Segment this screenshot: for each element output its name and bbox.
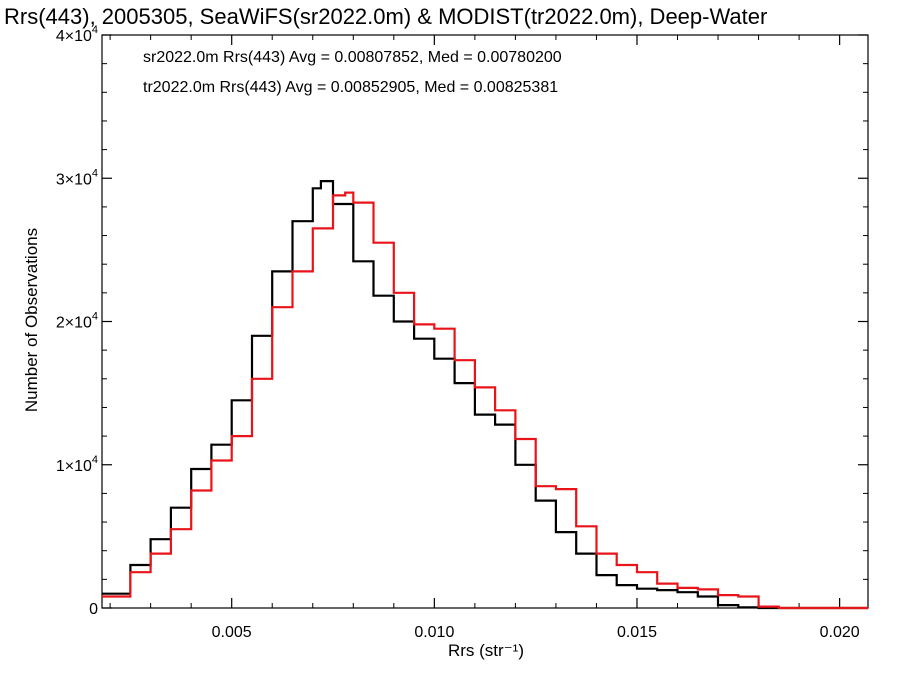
x-tick-label: 0.015 bbox=[617, 624, 657, 641]
x-tick-label: 0.020 bbox=[820, 624, 860, 641]
x-tick-label: 0.005 bbox=[212, 624, 252, 641]
y-tick-label: 3×104 bbox=[56, 167, 98, 188]
chart-title: Rrs(443), 2005305, SeaWiFS(sr2022.0m) & … bbox=[4, 4, 767, 29]
y-tick-label: 1×104 bbox=[56, 454, 98, 475]
x-tick-label: 0.010 bbox=[414, 624, 454, 641]
y-tick-label: 4×104 bbox=[56, 24, 98, 45]
y-tick-label: 2×104 bbox=[56, 311, 98, 332]
x-axis-label: Rrs (str⁻¹) bbox=[448, 641, 524, 660]
series-layer bbox=[102, 180, 868, 610]
plot-area-frame bbox=[101, 34, 869, 609]
series-line-tr2022-0m bbox=[102, 191, 868, 610]
legend-annotation-tr: tr2022.0m Rrs(443) Avg = 0.00852905, Med… bbox=[143, 79, 558, 96]
y-axis-label: Number of Observations bbox=[22, 228, 41, 412]
y-axis-ticks: 0 1×104 2×104 3×104 4×104 bbox=[56, 24, 868, 618]
x-axis-ticks: 0.005 0.010 0.015 0.020 bbox=[109, 35, 860, 641]
y-tick-label: 0 bbox=[89, 601, 98, 618]
legend-annotation-sr: sr2022.0m Rrs(443) Avg = 0.00807852, Med… bbox=[143, 49, 562, 66]
series-line-sr2022-0m bbox=[102, 180, 868, 610]
